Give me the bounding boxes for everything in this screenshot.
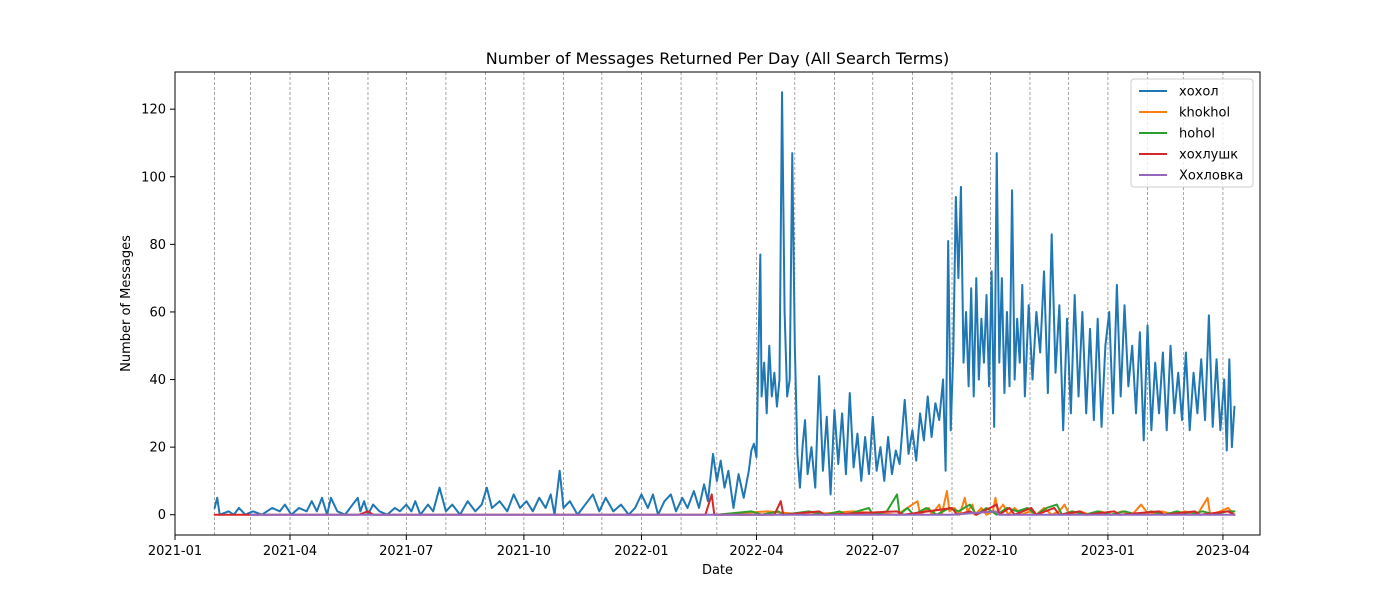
series-line-4 <box>249 510 1236 516</box>
y-tick-label: 100 <box>141 170 166 185</box>
legend-label: хохол <box>1179 85 1219 100</box>
legend: хохол khokhol hohol хохлушк Хохловка <box>1130 78 1254 188</box>
x-tick-label: 2021-07 <box>379 544 433 559</box>
vertical-gridlines <box>214 72 1224 535</box>
y-tick-label: 20 <box>149 441 166 456</box>
x-tick-label: 2022-04 <box>729 544 783 559</box>
x-axis-label: Date <box>702 563 733 578</box>
y-tick-label: 60 <box>149 305 166 320</box>
x-tick-label: 2021-10 <box>497 544 551 559</box>
x-tick-label: 2021-01 <box>148 544 202 559</box>
x-tick-label: 2023-04 <box>1196 544 1250 559</box>
x-tick-label: 2022-10 <box>963 544 1017 559</box>
chart-title: Number of Messages Returned Per Day (All… <box>486 49 949 68</box>
y-axis: 0 20 40 60 80 100 120 <box>141 103 175 523</box>
y-axis-label: Number of Messages <box>119 235 134 372</box>
series-line-0 <box>213 91 1236 516</box>
legend-label: khokhol <box>1179 106 1230 121</box>
x-axis: 2021-01 2021-04 2021-07 2021-10 2022-01 2022-… <box>148 535 1250 559</box>
y-tick-label: 80 <box>149 238 166 253</box>
plot-frame <box>174 71 1261 536</box>
legend-box <box>1130 78 1254 188</box>
y-tick-label: 120 <box>141 103 166 118</box>
x-tick-label: 2023-01 <box>1081 544 1135 559</box>
legend-label: хохлушк <box>1179 148 1238 163</box>
series-lines <box>213 91 1236 516</box>
y-tick-label: 40 <box>149 373 166 388</box>
legend-label: hohol <box>1179 127 1215 142</box>
legend-label: Хохловка <box>1179 169 1243 184</box>
x-tick-label: 2022-07 <box>846 544 900 559</box>
y-tick-label: 0 <box>158 508 166 523</box>
x-tick-label: 2022-01 <box>614 544 668 559</box>
x-tick-label: 2021-04 <box>263 544 317 559</box>
